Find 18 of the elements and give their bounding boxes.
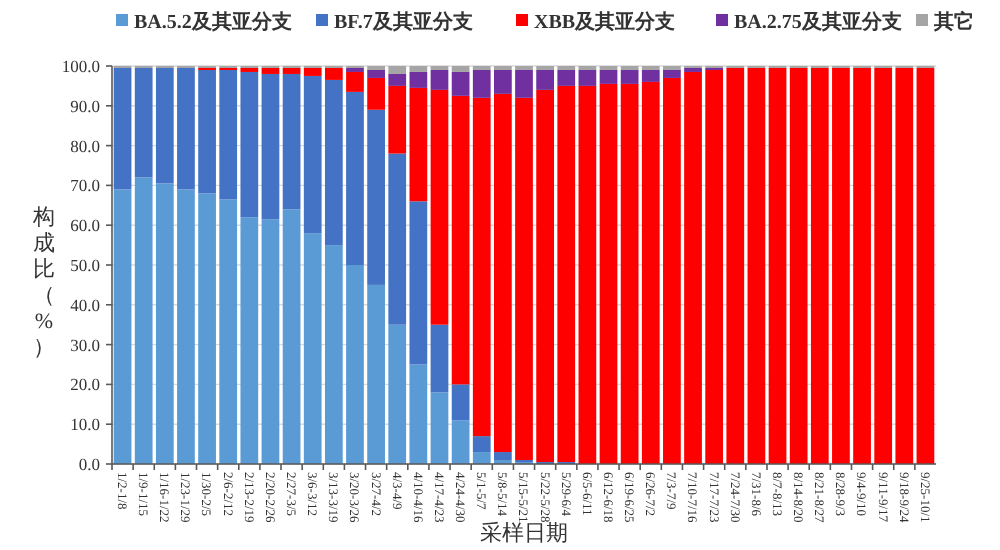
legend-label: XBB及其亚分支: [534, 10, 676, 34]
y-tick-label: 100.0: [61, 56, 100, 76]
y-tick-label: 0.0: [78, 454, 100, 474]
y-tick-label: 80.0: [70, 135, 100, 156]
y-tick-label: 40.0: [70, 294, 100, 315]
legend-label: BA.5.2及其亚分支: [134, 10, 292, 34]
y-axis-title: 构成比（%）: [31, 206, 55, 360]
y-tick-label: 90.0: [70, 95, 100, 116]
x-axis-title: 采样日期: [480, 520, 568, 546]
y-tick-label: 20.0: [70, 374, 100, 395]
legend-label: BA.2.75及其亚分支: [734, 10, 902, 34]
y-tick-label: 30.0: [70, 334, 100, 355]
y-tick-label: 60.0: [70, 215, 100, 236]
y-tick-label: 70.0: [70, 175, 100, 196]
y-tick-label: 10.0: [70, 414, 100, 435]
legend-label: 其它: [932, 10, 974, 34]
y-tick-label: 50.0: [70, 255, 100, 275]
legend-label: BF.7及其亚分支: [334, 10, 473, 34]
